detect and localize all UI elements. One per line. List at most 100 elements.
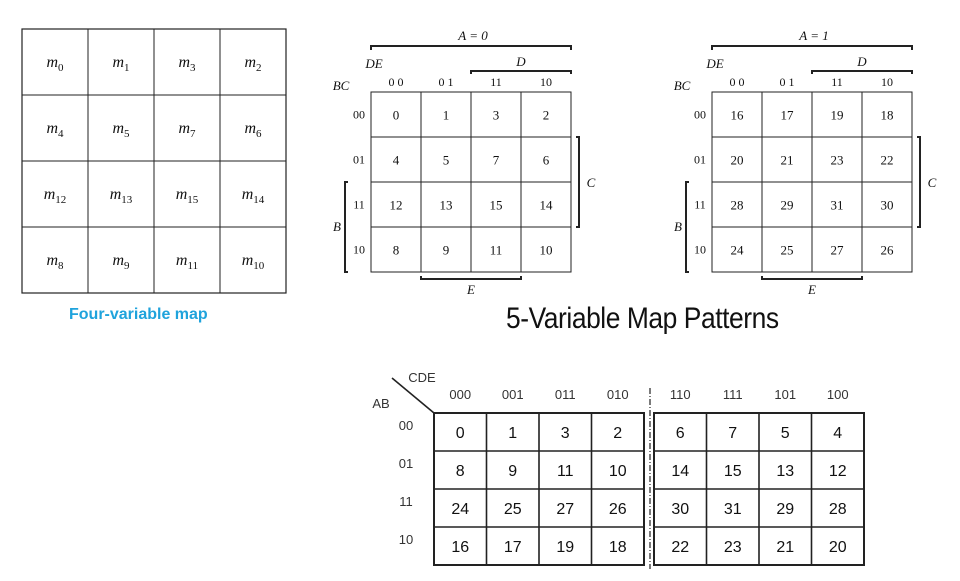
map-cell: 9 (443, 243, 450, 258)
column-label: 0 1 (439, 75, 454, 89)
minterm-cell: m5 (112, 120, 130, 140)
minterm-cell: m14 (242, 186, 265, 206)
gray-map-column-label: 001 (502, 387, 524, 402)
gray-map-column-label: 011 (555, 387, 576, 402)
map-cell: 10 (540, 243, 553, 258)
gray-map-cell: 28 (829, 501, 847, 518)
map-cell: 31 (831, 198, 844, 213)
map-cell: 28 (731, 198, 744, 213)
map-cell: 11 (490, 243, 503, 258)
bracket-e (420, 276, 522, 280)
minterm-cell: m10 (242, 252, 265, 272)
minterm-cell: m2 (244, 54, 261, 74)
bracket-d (811, 70, 913, 74)
map-cell: 2 (543, 108, 550, 123)
bracket-d-label: D (856, 54, 867, 69)
column-label: 10 (540, 75, 552, 89)
column-label: 0 0 (730, 75, 745, 89)
gray-map-cell: 23 (724, 539, 742, 556)
map-cell: 14 (540, 198, 554, 213)
bracket-b-label: B (333, 219, 341, 234)
bracket-d-label: D (515, 54, 526, 69)
map-cell: 23 (831, 153, 844, 168)
map-cell: 19 (831, 108, 844, 123)
row-label: 01 (353, 153, 365, 167)
row-label: 00 (694, 108, 706, 122)
minterm-cell: m8 (46, 252, 64, 272)
gray-map-cell: 4 (833, 425, 842, 442)
map-cell: 22 (881, 153, 894, 168)
map-cell: 18 (881, 108, 894, 123)
map-cell: 17 (781, 108, 795, 123)
column-label: 0 1 (780, 75, 795, 89)
gray-map-row-label: 00 (399, 418, 413, 433)
gray-map-cell: 16 (451, 539, 469, 556)
map-cell: 26 (881, 243, 895, 258)
gray-map-cell: 6 (676, 425, 685, 442)
gray-map-column-label: 111 (723, 387, 743, 402)
bracket-c-label: C (587, 175, 596, 190)
column-label: 0 0 (389, 75, 404, 89)
bracket-b (685, 181, 689, 273)
minterm-cell: m0 (46, 54, 64, 74)
column-variable-label: DE (364, 56, 382, 71)
gray-map-cell: 25 (504, 501, 522, 518)
minterm-cell: m7 (178, 120, 196, 140)
bracket-b (344, 181, 348, 273)
minterm-cell: m15 (176, 186, 199, 206)
gray-map-cell: 15 (724, 463, 742, 480)
gray-map-column-label: 010 (607, 387, 629, 402)
column-variable-label: DE (705, 56, 723, 71)
map-a0-header-bracket (370, 45, 572, 50)
gray-map-cell: 18 (609, 539, 627, 556)
map-cell: 7 (493, 153, 500, 168)
bracket-c (576, 136, 580, 228)
gray-map-cell: 7 (728, 425, 737, 442)
gray-map-column-label: 101 (774, 387, 796, 402)
four-variable-map-grid: m0 m1 m3 m2 m4 m5 m7 m6 m12 m13 m15 m14 m8 m9 m11 m10 (21, 28, 287, 294)
minterm-cell: m6 (244, 120, 262, 140)
map-cell: 25 (781, 243, 794, 258)
gray-map-cell: 1 (508, 425, 517, 442)
bracket-c (917, 136, 921, 228)
gray-map-column-label: 110 (670, 387, 691, 402)
row-label: 11 (353, 198, 365, 212)
map-cell: 16 (731, 108, 745, 123)
gray-map-cell: 22 (671, 539, 689, 556)
gray-map-cell: 17 (504, 539, 522, 556)
gray-map-column-label: 000 (449, 387, 471, 402)
gray-map-cell: 26 (609, 501, 627, 518)
corner-diagonal (391, 377, 435, 414)
minterm-cell: m12 (44, 186, 67, 206)
gray-map-row-label: 01 (399, 456, 413, 471)
gray-map-gap (644, 411, 654, 567)
minterm-cell: m3 (178, 54, 196, 74)
gray-map-row-label: 10 (399, 532, 413, 547)
map-cell: 13 (440, 198, 453, 213)
map-cell: 21 (781, 153, 794, 168)
row-label: 00 (353, 108, 365, 122)
map-a1-header-bracket (711, 45, 913, 50)
gray-map-cell: 0 (456, 425, 465, 442)
gray-map-cell: 5 (781, 425, 790, 442)
map-cell: 3 (493, 108, 500, 123)
gray-map-cell: 13 (776, 463, 794, 480)
four-variable-map-caption: Four-variable map (69, 306, 208, 323)
map-cell: 29 (781, 198, 794, 213)
row-label: 10 (694, 243, 706, 257)
map-cell: 1 (443, 108, 450, 123)
gray-map-cell: 11 (557, 463, 574, 480)
map-header-label: A = 1 (798, 28, 828, 43)
minterm-cell: m4 (46, 120, 64, 140)
gray-map-cell: 31 (724, 501, 742, 518)
column-label: 10 (881, 75, 893, 89)
minterm-cell: m9 (112, 252, 130, 272)
row-label: 01 (694, 153, 706, 167)
map-cell: 24 (731, 243, 745, 258)
gray-map-cell: 30 (671, 501, 689, 518)
bracket-e-label: E (807, 282, 816, 297)
gray-map-cell: 9 (508, 463, 517, 480)
row-label: 11 (694, 198, 706, 212)
